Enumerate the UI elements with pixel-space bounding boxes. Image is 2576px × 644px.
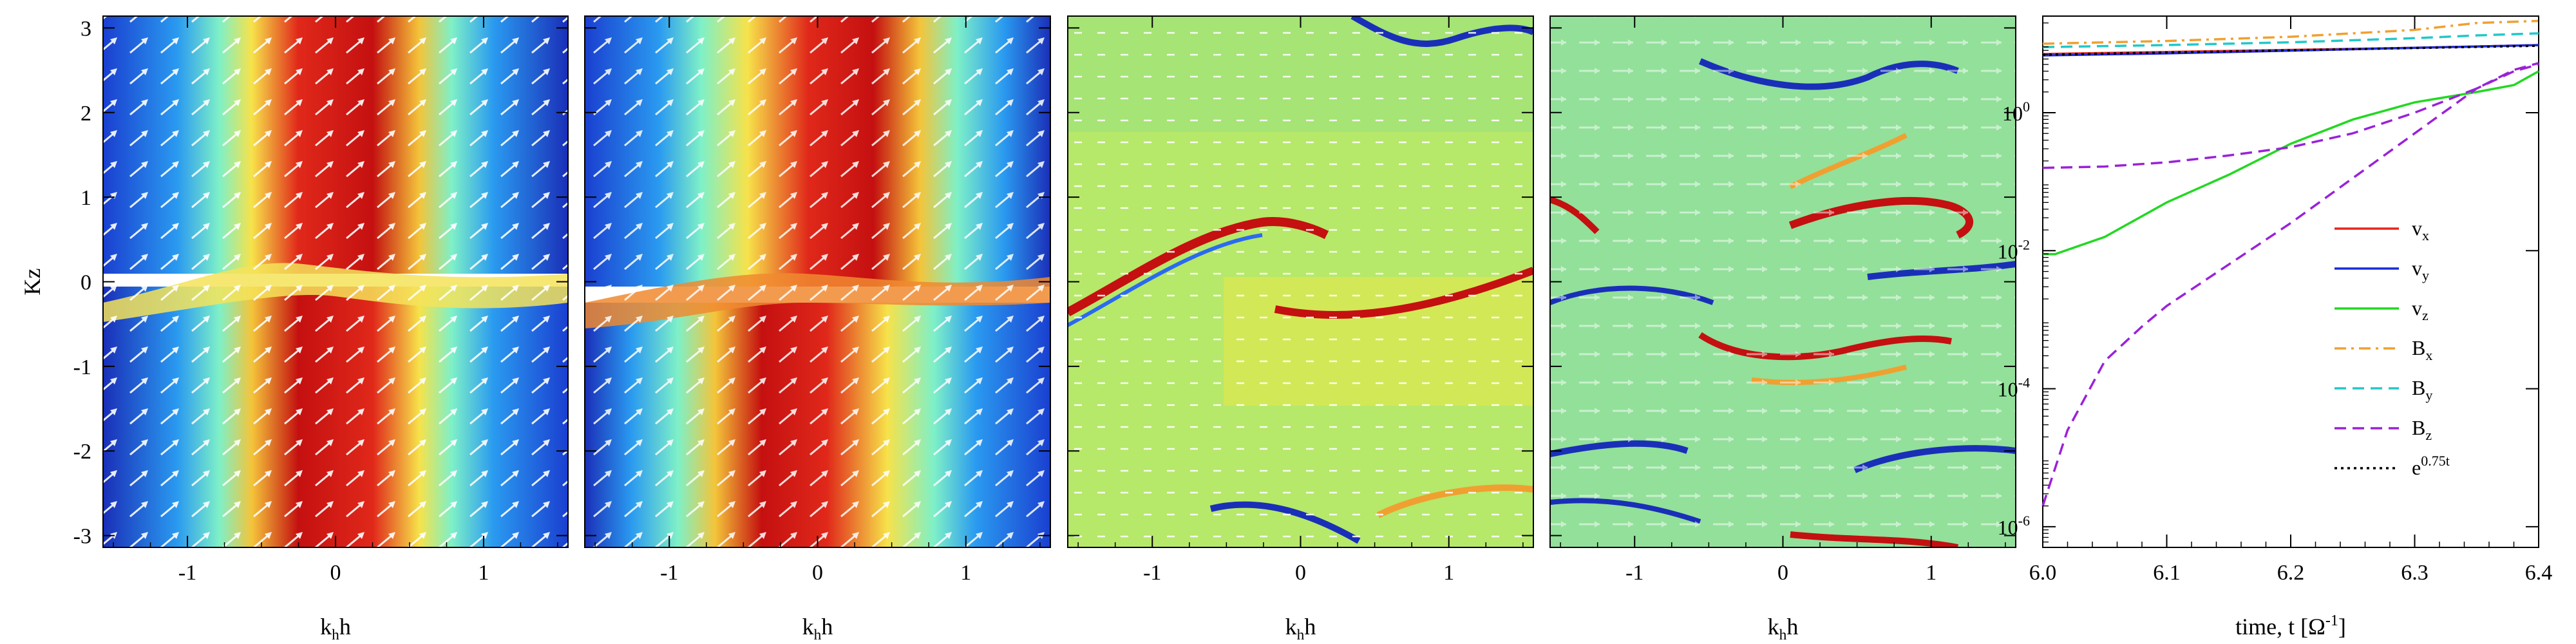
panel-5-lines bbox=[2041, 19, 2539, 507]
ytick-label-6: 3 bbox=[80, 17, 91, 41]
legend: vx vy vz Bx By Bz e0.75t bbox=[2334, 216, 2450, 479]
series-line-2 bbox=[2043, 70, 2539, 256]
panel-2-xtick-label-2: 1 bbox=[960, 561, 971, 585]
panel-4-xtick-label-1: 0 bbox=[1777, 561, 1788, 585]
panel-5-xtick-label-3: 6.3 bbox=[2401, 561, 2429, 585]
panel-3-xtick-label-2: 1 bbox=[1443, 561, 1454, 585]
panel-2-xtick-label-1: 0 bbox=[812, 561, 823, 585]
panel-1-xtick-label-1: 0 bbox=[330, 561, 341, 585]
series-line-5 bbox=[2041, 63, 2539, 507]
series-line-6 bbox=[2042, 62, 2539, 169]
panel-2-vectors bbox=[585, 16, 1050, 547]
panel-1-vectors bbox=[103, 16, 568, 547]
panel-4-xtick-label-0: -1 bbox=[1625, 561, 1643, 585]
panel-2-xlabel: khh bbox=[802, 614, 833, 643]
panel-5-frame bbox=[2042, 15, 2539, 548]
legend-label-0: vx bbox=[2412, 216, 2429, 243]
panel-3-xlabel: khh bbox=[1285, 614, 1316, 643]
ytick-label-0: -3 bbox=[73, 525, 91, 549]
legend-label-5: Bz bbox=[2412, 416, 2432, 443]
panel-5-ytick-label-0: 100 bbox=[2002, 99, 2030, 125]
ytick-label-1: -2 bbox=[73, 440, 91, 464]
series-line-3 bbox=[2042, 19, 2539, 45]
panel-1-ylabel: Kz bbox=[19, 269, 45, 296]
panel-1-xtick-label-2: 1 bbox=[478, 561, 489, 585]
ytick-label-2: -1 bbox=[73, 355, 91, 379]
legend-label-4: By bbox=[2412, 376, 2432, 403]
panel-5-xtick-label-2: 6.2 bbox=[2277, 561, 2305, 585]
panel-4-vectors bbox=[1550, 16, 2016, 547]
legend-label-1: vy bbox=[2412, 256, 2429, 283]
axes: -1 0 1 -3 -2 -1 0 1 2 3 khh -1 0 1 khh -1 0 1 khh -1 0 1 khh Kz… bbox=[19, 16, 2552, 643]
panel-3-xtick-label-1: 0 bbox=[1295, 561, 1306, 585]
ytick-label-4: 1 bbox=[80, 186, 91, 210]
panel-3-heatmap bbox=[1068, 16, 1533, 547]
panel-5-ytick-label-2: 10-4 bbox=[1998, 375, 2030, 401]
panel-5-xtick-label-0: 6.0 bbox=[2029, 561, 2057, 585]
legend-label-2: vz bbox=[2412, 296, 2429, 323]
panel-5-ytick-label-1: 10-2 bbox=[1998, 236, 2030, 263]
panel-2-xtick-label-0: -1 bbox=[660, 561, 678, 585]
panel-5-ytick-label-3: 10-6 bbox=[1998, 513, 2030, 539]
panel-4-xtick-label-2: 1 bbox=[1926, 561, 1937, 585]
panel-1-heatmap bbox=[103, 16, 568, 547]
panel-4-heatmap bbox=[1550, 16, 2016, 547]
legend-label-7: e0.75t bbox=[2412, 453, 2450, 479]
panel-1-xlabel: khh bbox=[320, 614, 351, 643]
ytick-label-3: 0 bbox=[80, 271, 91, 295]
panel-2-heatmap bbox=[585, 16, 1050, 547]
legend-label-3: Bx bbox=[2412, 336, 2432, 363]
ytick-label-5: 2 bbox=[80, 102, 91, 126]
series-line-4 bbox=[2042, 32, 2539, 48]
panel-1-xtick-label-0: -1 bbox=[178, 561, 196, 585]
panel-3-vectors bbox=[1068, 16, 1533, 547]
panel-5-xtick-label-1: 6.1 bbox=[2153, 561, 2181, 585]
panel-5-xlabel: time, t [Ω-1] bbox=[2235, 612, 2346, 639]
panel-3-xtick-label-0: -1 bbox=[1143, 561, 1161, 585]
panel-5-xtick-label-4: 6.4 bbox=[2525, 561, 2553, 585]
panel-4-xlabel: khh bbox=[1768, 614, 1799, 643]
series-line-7 bbox=[2042, 44, 2539, 56]
